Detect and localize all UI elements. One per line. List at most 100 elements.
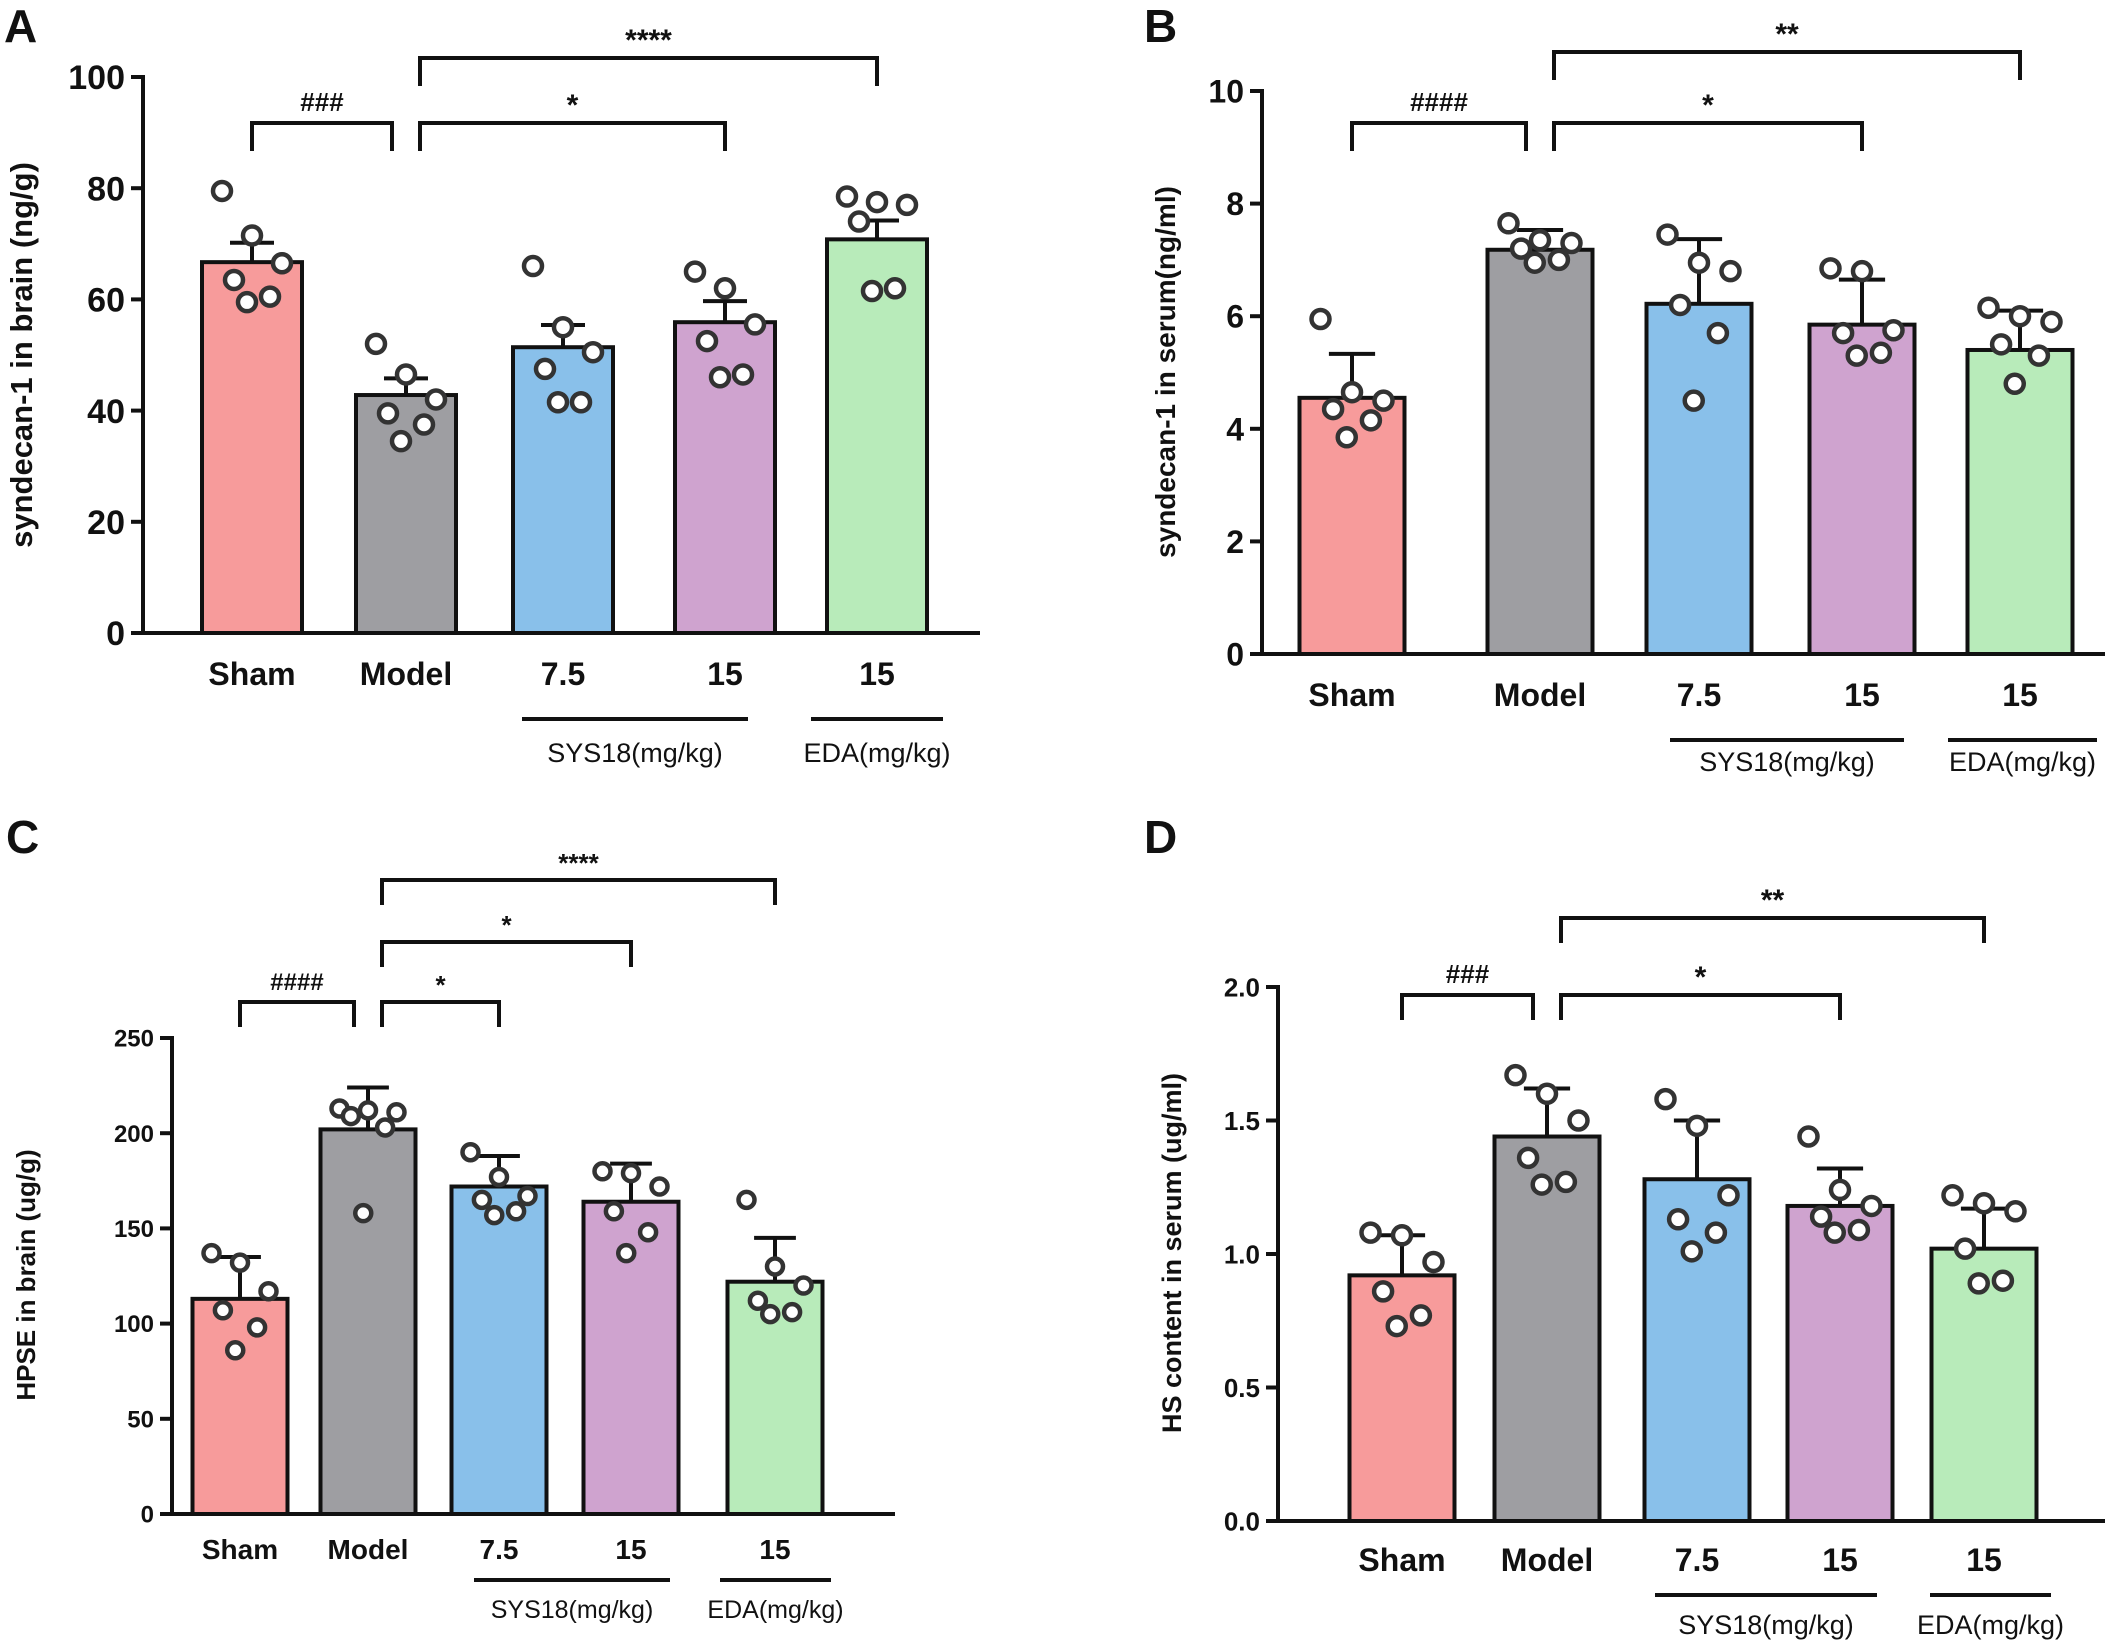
- data-point: [201, 1242, 222, 1264]
- data-point: [569, 391, 593, 414]
- bar-3: [1807, 322, 1917, 656]
- data-point: [1668, 293, 1692, 317]
- significance-bracket: [418, 56, 879, 86]
- data-point: [1828, 1178, 1852, 1202]
- data-point: [2040, 310, 2063, 334]
- y-tick-label: 80: [87, 170, 125, 208]
- data-point: [637, 1221, 659, 1243]
- group-label: SYS18(mg/kg): [491, 1596, 654, 1624]
- data-point: [2008, 304, 2032, 328]
- data-point: [1719, 259, 1742, 283]
- data-point: [1371, 1280, 1395, 1303]
- bar-2: [511, 345, 615, 635]
- data-point: [374, 1117, 396, 1138]
- significance-label: ###: [1446, 959, 1490, 989]
- data-point: [736, 1189, 757, 1211]
- y-tick-label: 2: [1226, 524, 1244, 560]
- bar-1: [318, 1127, 418, 1516]
- data-point: [1516, 1146, 1540, 1170]
- data-point: [1831, 321, 1855, 345]
- bar-0: [1347, 1273, 1457, 1523]
- data-point: [1504, 1063, 1527, 1087]
- data-point: [222, 268, 246, 292]
- y-tick-label: 1.0: [1224, 1239, 1260, 1269]
- data-point: [895, 193, 919, 217]
- data-point: [2004, 1200, 2027, 1223]
- bar-3: [1785, 1203, 1895, 1523]
- group-label: EDA(mg/kg): [803, 738, 950, 768]
- x-tick-label: 15: [859, 656, 895, 692]
- data-point: [1953, 1237, 1977, 1260]
- data-point: [1547, 248, 1571, 272]
- data-point: [1656, 223, 1679, 246]
- significance-bracket: [1552, 50, 2022, 80]
- y-tick-label: 0: [1226, 637, 1244, 673]
- data-point: [1309, 307, 1332, 331]
- y-tick-label: 4: [1226, 411, 1244, 447]
- data-point: [1989, 333, 2013, 356]
- data-point: [865, 190, 889, 214]
- data-point: [246, 1317, 268, 1338]
- y-tick-label: 100: [114, 1311, 154, 1338]
- data-point: [2003, 372, 2026, 396]
- x-tick-label: 15: [1822, 1542, 1858, 1578]
- data-point: [1972, 1192, 1996, 1215]
- y-tick-label: 40: [87, 393, 125, 431]
- data-point: [731, 363, 755, 386]
- panel-a-letter: A: [4, 0, 37, 52]
- data-point: [229, 1252, 251, 1273]
- x-tick-label: 7.5: [480, 1534, 519, 1565]
- data-point: [1567, 1109, 1590, 1132]
- data-point: [225, 1340, 246, 1361]
- data-point: [1717, 1184, 1740, 1207]
- data-point: [258, 1280, 279, 1302]
- panel-b: B 0 2 4 6 8 10 syndecan-1 in serum(ng/ml) Sham M…: [1144, 0, 2105, 777]
- data-point: [1340, 380, 1364, 404]
- data-point: [521, 254, 545, 278]
- x-tick-label: Sham: [208, 656, 295, 692]
- data-point: [1497, 212, 1520, 235]
- data-point: [1823, 1221, 1846, 1244]
- data-point: [212, 1300, 234, 1321]
- significance-label: *: [435, 970, 446, 1000]
- x-tick-label: 15: [759, 1534, 790, 1565]
- data-point: [424, 388, 448, 411]
- y-tick-label: 0.0: [1224, 1506, 1260, 1536]
- data-point: [1422, 1250, 1445, 1274]
- y-axis-label: HPSE in brain (ug/g): [11, 1149, 41, 1400]
- y-tick-label: 2.0: [1224, 972, 1260, 1002]
- data-point: [1850, 259, 1874, 283]
- y-tick-label: 100: [68, 59, 125, 97]
- data-point: [1809, 1205, 1833, 1228]
- data-point: [389, 429, 413, 453]
- data-point: [1706, 321, 1730, 345]
- data-point: [484, 1204, 505, 1226]
- data-point: [1869, 341, 1893, 365]
- data-point: [1554, 1170, 1578, 1194]
- y-tick-label: 150: [114, 1216, 154, 1243]
- data-point: [2027, 344, 2051, 367]
- y-tick-label: 0: [141, 1502, 154, 1529]
- data-point: [581, 340, 605, 364]
- data-point: [1860, 1194, 1883, 1218]
- panel-d-letter: D: [1144, 811, 1177, 863]
- significance-label: ****: [558, 848, 599, 878]
- data-point: [533, 357, 557, 381]
- y-tick-label: 250: [114, 1026, 154, 1053]
- data-point: [1335, 425, 1358, 449]
- data-point: [835, 185, 859, 208]
- data-point: [1680, 1240, 1703, 1263]
- bar-0: [190, 1296, 290, 1517]
- significance-label: **: [1775, 18, 1799, 51]
- data-point: [357, 1100, 379, 1121]
- data-point: [1845, 344, 1868, 367]
- data-point: [1654, 1087, 1677, 1111]
- data-point: [1967, 1272, 1990, 1295]
- data-point: [1977, 296, 2000, 320]
- bar-0: [200, 260, 304, 635]
- y-axis-label: HS content in serum (ug/ml): [1157, 1073, 1187, 1433]
- x-tick-label: 7.5: [1677, 677, 1721, 713]
- x-tick-label: 7.5: [541, 656, 585, 692]
- significance-label: ****: [625, 24, 672, 57]
